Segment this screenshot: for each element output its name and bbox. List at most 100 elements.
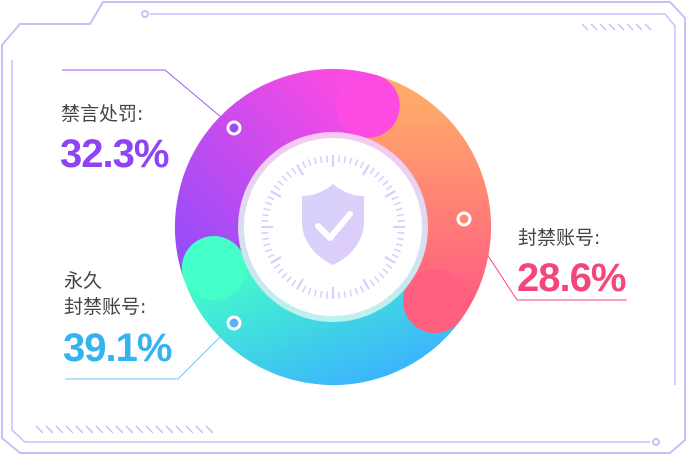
tick-mark: [349, 289, 353, 297]
hatch-mark: [195, 425, 204, 434]
tick-mark: [362, 278, 370, 290]
label-permaban-line2: 封禁账号:: [64, 296, 147, 318]
hatch-mark: [155, 425, 164, 434]
value-ban: 28.6%: [517, 256, 626, 300]
tick-mark: [349, 157, 353, 165]
hatch-mark: [85, 425, 94, 434]
tick-mark: [296, 164, 304, 176]
tick-mark: [362, 164, 370, 176]
hatch-mark: [135, 425, 144, 434]
tick-mark: [291, 279, 297, 287]
hatch-mark: [65, 425, 74, 434]
tick-mark: [391, 253, 399, 259]
tick-mark: [391, 195, 399, 201]
hatch-mark: [105, 425, 114, 434]
hatch-mark: [581, 23, 589, 31]
tick-mark: [277, 268, 284, 274]
value-permaban: 39.1%: [63, 326, 172, 370]
label-permaban-line1: 永久: [64, 270, 103, 292]
tick-mark: [384, 256, 396, 264]
tick-mark: [263, 207, 271, 211]
tick-mark: [359, 285, 365, 293]
tick-mark: [343, 290, 347, 299]
hatch-mark: [145, 425, 154, 434]
tick-mark: [385, 263, 393, 269]
tick-mark: [325, 155, 329, 163]
segment-ban: [357, 75, 491, 320]
tick-mark: [382, 180, 389, 186]
tick-mark: [374, 276, 380, 283]
tick-mark: [261, 213, 270, 217]
tick-mark: [313, 157, 317, 165]
hatch-mark: [626, 23, 634, 31]
hatch-mark: [95, 425, 104, 434]
tick-mark: [263, 243, 271, 247]
leader-line-permaban: [65, 322, 235, 380]
tick-mark: [267, 195, 275, 201]
tick-mark: [307, 159, 312, 167]
label-mute: 禁言处罚:: [61, 103, 144, 125]
hatch-mark: [644, 23, 652, 31]
tick-mark: [395, 207, 403, 211]
tick-mark: [396, 213, 405, 217]
tick-mark: [261, 231, 269, 235]
segment-ban-cap: [402, 269, 467, 334]
tick-mark: [378, 175, 385, 182]
tick-mark: [281, 272, 288, 279]
tick-mark: [337, 155, 341, 163]
tick-mark: [343, 155, 347, 164]
tick-mark: [396, 237, 405, 241]
shield-check-icon: [302, 184, 364, 265]
tick-mark: [261, 219, 269, 223]
tick-mark: [261, 237, 270, 241]
hatch-mark: [55, 425, 64, 434]
leader-line-mute: [62, 69, 235, 129]
tick-mark: [397, 231, 405, 235]
hatch-mark: [185, 425, 194, 434]
tick-mark: [286, 276, 292, 283]
tick-mark: [397, 219, 405, 223]
marker-permaban: [226, 315, 242, 331]
tick-mark: [393, 201, 401, 206]
hatch-mark: [75, 425, 84, 434]
tick-mark: [378, 272, 385, 279]
segment-mute: [175, 69, 377, 279]
tick-mark: [281, 175, 288, 182]
tick-mark: [319, 290, 323, 299]
tick-mark: [393, 248, 401, 253]
tick-mark: [273, 263, 281, 269]
tick-mark: [395, 243, 403, 247]
tick-mark: [270, 256, 282, 264]
tick-mark: [291, 167, 297, 175]
tick-mark: [277, 180, 284, 186]
tick-mark: [359, 161, 365, 169]
tick-mark: [319, 155, 323, 164]
hatch-mark: [115, 425, 124, 434]
hatch-mark: [125, 425, 134, 434]
tick-mark: [267, 253, 275, 259]
hatch-mark: [608, 23, 616, 31]
tick-dial: [261, 155, 405, 299]
frame-hatch-top: [581, 23, 652, 31]
tick-mark: [265, 201, 273, 206]
tick-mark: [313, 289, 317, 297]
tick-mark: [382, 268, 389, 274]
tick-mark: [354, 159, 359, 167]
hatch-mark: [205, 425, 214, 434]
tick-mark: [296, 278, 304, 290]
segment-permaban: [183, 256, 461, 385]
tick-mark: [369, 279, 375, 287]
segment-mute-cap: [335, 73, 400, 138]
tick-mark: [354, 287, 359, 295]
tick-mark: [286, 171, 292, 178]
segment-permaban-cap: [181, 236, 246, 301]
hatch-mark: [45, 425, 54, 434]
hatch-mark: [617, 23, 625, 31]
hatch-mark: [165, 425, 174, 434]
tick-mark: [265, 248, 273, 253]
tick-mark: [307, 287, 312, 295]
marker-mute: [226, 120, 242, 136]
tick-mark: [337, 291, 341, 299]
